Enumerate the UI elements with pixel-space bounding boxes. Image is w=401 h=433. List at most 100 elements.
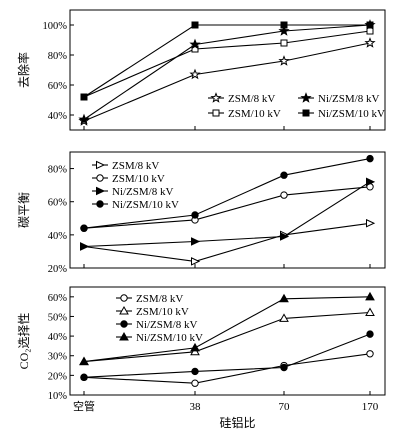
data-point xyxy=(366,21,374,29)
data-point xyxy=(191,379,199,387)
legend-marker xyxy=(119,305,129,315)
y-tick-label: 20% xyxy=(48,264,68,275)
data-point xyxy=(191,237,201,246)
data-point xyxy=(280,21,288,29)
legend-label: Ni/ZSM/8 kV xyxy=(112,186,173,198)
x-tick-label: 空管 xyxy=(73,399,95,413)
legend-marker xyxy=(212,109,220,117)
legend-marker xyxy=(96,160,106,170)
y-tick-label: 120% xyxy=(43,0,68,2)
x-tick-label: 38 xyxy=(190,401,202,413)
y-tick-label: 50% xyxy=(48,312,68,323)
x-tick-label: 70 xyxy=(279,401,291,413)
data-point xyxy=(365,291,375,301)
data-point xyxy=(364,37,376,48)
y-tick-label: 100% xyxy=(43,21,68,32)
legend-label: Ni/ZSM/10 kV xyxy=(318,108,385,120)
legend-marker xyxy=(96,200,104,208)
legend-label: ZSM/8 kV xyxy=(228,93,275,105)
legend-marker xyxy=(96,174,104,182)
series-line-3 xyxy=(83,181,371,248)
data-point xyxy=(80,373,88,382)
legend-label: Ni/ZSM/10 kV xyxy=(136,332,203,344)
plot-frame xyxy=(69,151,386,269)
series-line-2 xyxy=(83,186,371,229)
y-axis-label: CO₂选择性 xyxy=(17,313,31,370)
data-point xyxy=(191,257,201,266)
legend-marker xyxy=(120,294,128,302)
data-point xyxy=(80,224,88,232)
data-point xyxy=(280,232,290,241)
data-point xyxy=(279,293,289,303)
data-point xyxy=(278,25,290,36)
data-point xyxy=(280,39,288,47)
series-line-2 xyxy=(83,311,371,363)
y-tick-label: 60% xyxy=(48,81,68,92)
y-tick-label: 80% xyxy=(48,165,68,176)
y-tick-label: 60% xyxy=(48,293,68,304)
y-tick-label: 20% xyxy=(48,371,68,382)
series-line-3 xyxy=(83,24,371,120)
y-tick-label: 40% xyxy=(48,332,68,343)
data-point xyxy=(366,350,374,358)
data-point xyxy=(366,330,374,338)
y-tick-label: 40% xyxy=(48,231,68,242)
data-point xyxy=(366,27,374,35)
data-point xyxy=(191,21,199,29)
series-line-4 xyxy=(83,158,371,229)
legend-label: Ni/ZSM/8 kV xyxy=(318,93,379,105)
x-axis-label: 硅铝比 xyxy=(219,415,255,430)
series-line-1 xyxy=(83,222,371,262)
legend-label: ZSM/8 kV xyxy=(112,160,159,172)
series-line-1 xyxy=(83,353,371,384)
legend-marker xyxy=(210,92,222,103)
legend-label: Ni/ZSM/10 kV xyxy=(112,199,179,211)
data-point xyxy=(191,367,199,376)
legend-marker xyxy=(120,320,128,328)
legend-marker xyxy=(96,186,106,196)
x-tick-label: 170 xyxy=(362,401,379,413)
legend-label: ZSM/10 kV xyxy=(228,108,281,120)
legend-marker xyxy=(302,109,310,117)
data-point xyxy=(191,211,199,219)
series-line-3 xyxy=(83,333,371,378)
y-tick-label: 40% xyxy=(48,111,68,122)
data-point xyxy=(279,313,289,322)
data-point xyxy=(78,113,90,125)
data-point xyxy=(280,363,288,372)
y-tick-label: 10% xyxy=(48,391,68,402)
legend-marker xyxy=(119,331,129,341)
plot-frame xyxy=(69,9,386,131)
plot-frame xyxy=(69,286,386,396)
data-point xyxy=(366,154,374,163)
legend-label: ZSM/10 kV xyxy=(136,306,189,318)
data-point xyxy=(80,242,90,251)
series-line-4 xyxy=(83,296,371,363)
data-point xyxy=(189,38,201,50)
data-point xyxy=(280,171,288,179)
data-point xyxy=(189,68,201,80)
data-point xyxy=(278,55,290,66)
legend-label: ZSM/10 kV xyxy=(112,173,165,185)
data-point xyxy=(190,342,200,352)
y-tick-label: 60% xyxy=(48,198,68,209)
legend-label: ZSM/8 kV xyxy=(136,293,183,305)
legend-marker xyxy=(300,92,312,103)
data-point xyxy=(366,177,376,187)
series-line-2 xyxy=(83,30,371,98)
y-tick-label: 30% xyxy=(48,352,68,363)
data-point xyxy=(79,356,89,366)
y-axis-label: 碳平衡 xyxy=(17,192,31,228)
series-line-4 xyxy=(83,24,370,98)
legend-label: Ni/ZSM/8 kV xyxy=(136,319,197,331)
data-point xyxy=(365,307,375,317)
data-point xyxy=(80,93,88,101)
y-tick-label: 80% xyxy=(48,51,68,62)
series-line-1 xyxy=(83,42,371,122)
chart-panel-1: 40% 60% 80% 100% 120% 去除率 ZSM/8 kV ZSM/10 kV Ni/… xyxy=(16,0,386,131)
y-axis-label: 去除率 xyxy=(16,52,31,88)
data-point xyxy=(280,191,288,199)
